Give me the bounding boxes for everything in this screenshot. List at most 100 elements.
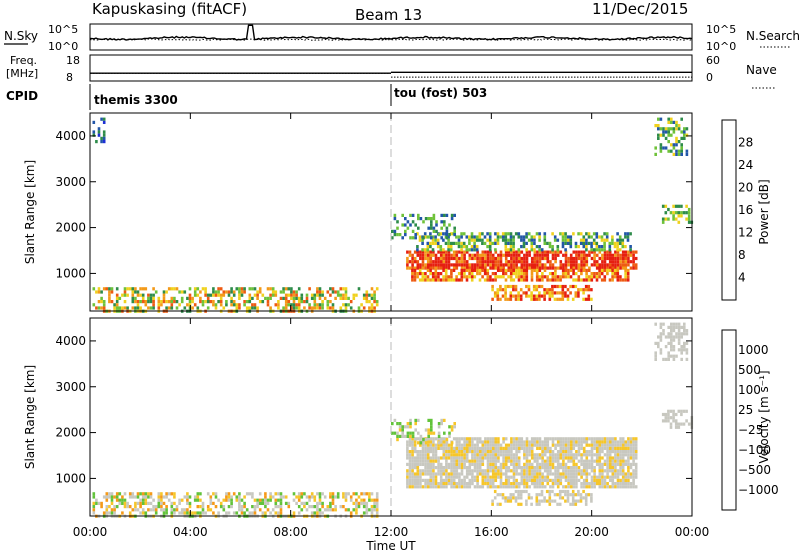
heatmap-cell	[238, 287, 241, 291]
heatmap-cell	[450, 272, 453, 276]
heatmap-cell	[401, 425, 404, 429]
heatmap-cell	[520, 272, 523, 276]
heatmap-cell	[608, 466, 612, 470]
heatmap-cell	[590, 450, 594, 454]
heatmap-cell	[621, 478, 625, 482]
heatmap-cell	[504, 446, 508, 450]
heatmap-cell	[515, 437, 518, 441]
heatmap-cell	[551, 294, 554, 298]
heatmap-cell	[134, 296, 137, 300]
heatmap-cell	[629, 232, 632, 236]
heatmap-cell	[685, 149, 689, 153]
heatmap-cell	[546, 241, 549, 245]
heatmap-cell	[632, 478, 635, 482]
heatmap-cell	[499, 453, 503, 457]
heatmap-cell	[616, 462, 620, 466]
heatmap-cell	[154, 511, 158, 515]
heatmap-cell	[406, 472, 409, 476]
heatmap-cell	[149, 501, 153, 505]
heatmap-cell	[147, 501, 150, 505]
heatmap-cell	[577, 250, 581, 254]
heatmap-cell	[506, 496, 510, 500]
heatmap-cell	[572, 443, 576, 447]
heatmap-cell	[484, 478, 487, 482]
heatmap-cell	[108, 505, 111, 509]
heatmap-cell	[670, 348, 673, 352]
heatmap-cell	[512, 260, 516, 264]
heatmap-cell	[310, 306, 314, 310]
heatmap-cell	[292, 492, 296, 496]
heatmap-cell	[546, 462, 550, 466]
heatmap-cell	[266, 508, 270, 512]
heatmap-cell	[496, 268, 500, 272]
heatmap-cell	[175, 306, 179, 310]
heatmap-cell	[157, 505, 161, 509]
heatmap-cell	[484, 453, 487, 457]
heatmap-cell	[471, 482, 474, 486]
heatmap-cell	[421, 250, 425, 254]
colorbar-tick-label: 25	[738, 403, 753, 417]
heatmap-cell	[543, 288, 546, 292]
heatmap-cell	[541, 278, 544, 282]
heatmap-cell	[411, 459, 414, 463]
heatmap-cell	[587, 297, 591, 301]
heatmap-cell	[507, 456, 511, 460]
heatmap-cell	[616, 450, 620, 454]
heatmap-cell	[530, 238, 534, 242]
heatmap-cell	[437, 443, 440, 447]
heatmap-cell	[504, 472, 508, 476]
heatmap-cell	[144, 501, 148, 505]
heatmap-cell	[680, 325, 683, 329]
heatmap-cell	[548, 278, 552, 282]
heatmap-cell	[489, 446, 492, 450]
heatmap-cell	[510, 469, 513, 473]
heatmap-cell	[548, 294, 552, 298]
heatmap-cell	[584, 297, 588, 301]
heatmap-cell	[627, 475, 630, 479]
heatmap-cell	[476, 456, 479, 460]
heatmap-cell	[437, 256, 440, 261]
heatmap-cell	[429, 232, 432, 236]
heatmap-cell	[559, 472, 563, 476]
heatmap-cell	[588, 250, 591, 254]
heatmap-cell	[186, 296, 189, 300]
heatmap-cell	[590, 297, 593, 301]
heatmap-cell	[556, 291, 559, 295]
heatmap-cell	[424, 275, 427, 279]
heatmap-cell	[476, 437, 479, 441]
heatmap-cell	[585, 482, 589, 486]
heatmap-cell	[588, 266, 591, 270]
heatmap-cell	[525, 250, 529, 254]
heatmap-cell	[588, 472, 591, 476]
heatmap-cell	[473, 235, 476, 239]
heatmap-cell	[219, 501, 223, 505]
heatmap-cell	[183, 511, 187, 515]
heatmap-cell	[416, 478, 420, 482]
heatmap-cell	[564, 260, 568, 264]
heatmap-cell	[533, 235, 536, 239]
heatmap-cell	[308, 505, 311, 509]
heatmap-cell	[553, 284, 557, 289]
heatmap-cell	[264, 492, 267, 496]
heatmap-cell	[460, 260, 464, 264]
heatmap-cell	[551, 291, 554, 295]
heatmap-cell	[494, 466, 498, 470]
heatmap-cell	[619, 266, 622, 270]
heatmap-cell	[110, 492, 114, 496]
heatmap-cell	[411, 453, 414, 457]
heatmap-cell	[468, 266, 472, 270]
heatmap-cell	[279, 492, 283, 496]
heatmap-cell	[606, 482, 609, 486]
heatmap-cell	[455, 472, 459, 476]
heatmap-cell	[527, 288, 531, 292]
heatmap-cell	[554, 466, 557, 470]
heatmap-cell	[675, 332, 678, 336]
heatmap-cell	[334, 495, 337, 499]
heatmap-cell	[465, 235, 469, 239]
heatmap-cell	[504, 235, 508, 239]
heatmap-cell	[533, 248, 536, 252]
heatmap-cell	[426, 482, 430, 486]
heatmap-cell	[608, 268, 612, 272]
heatmap-cell	[431, 241, 435, 245]
heatmap-cell	[476, 250, 479, 254]
